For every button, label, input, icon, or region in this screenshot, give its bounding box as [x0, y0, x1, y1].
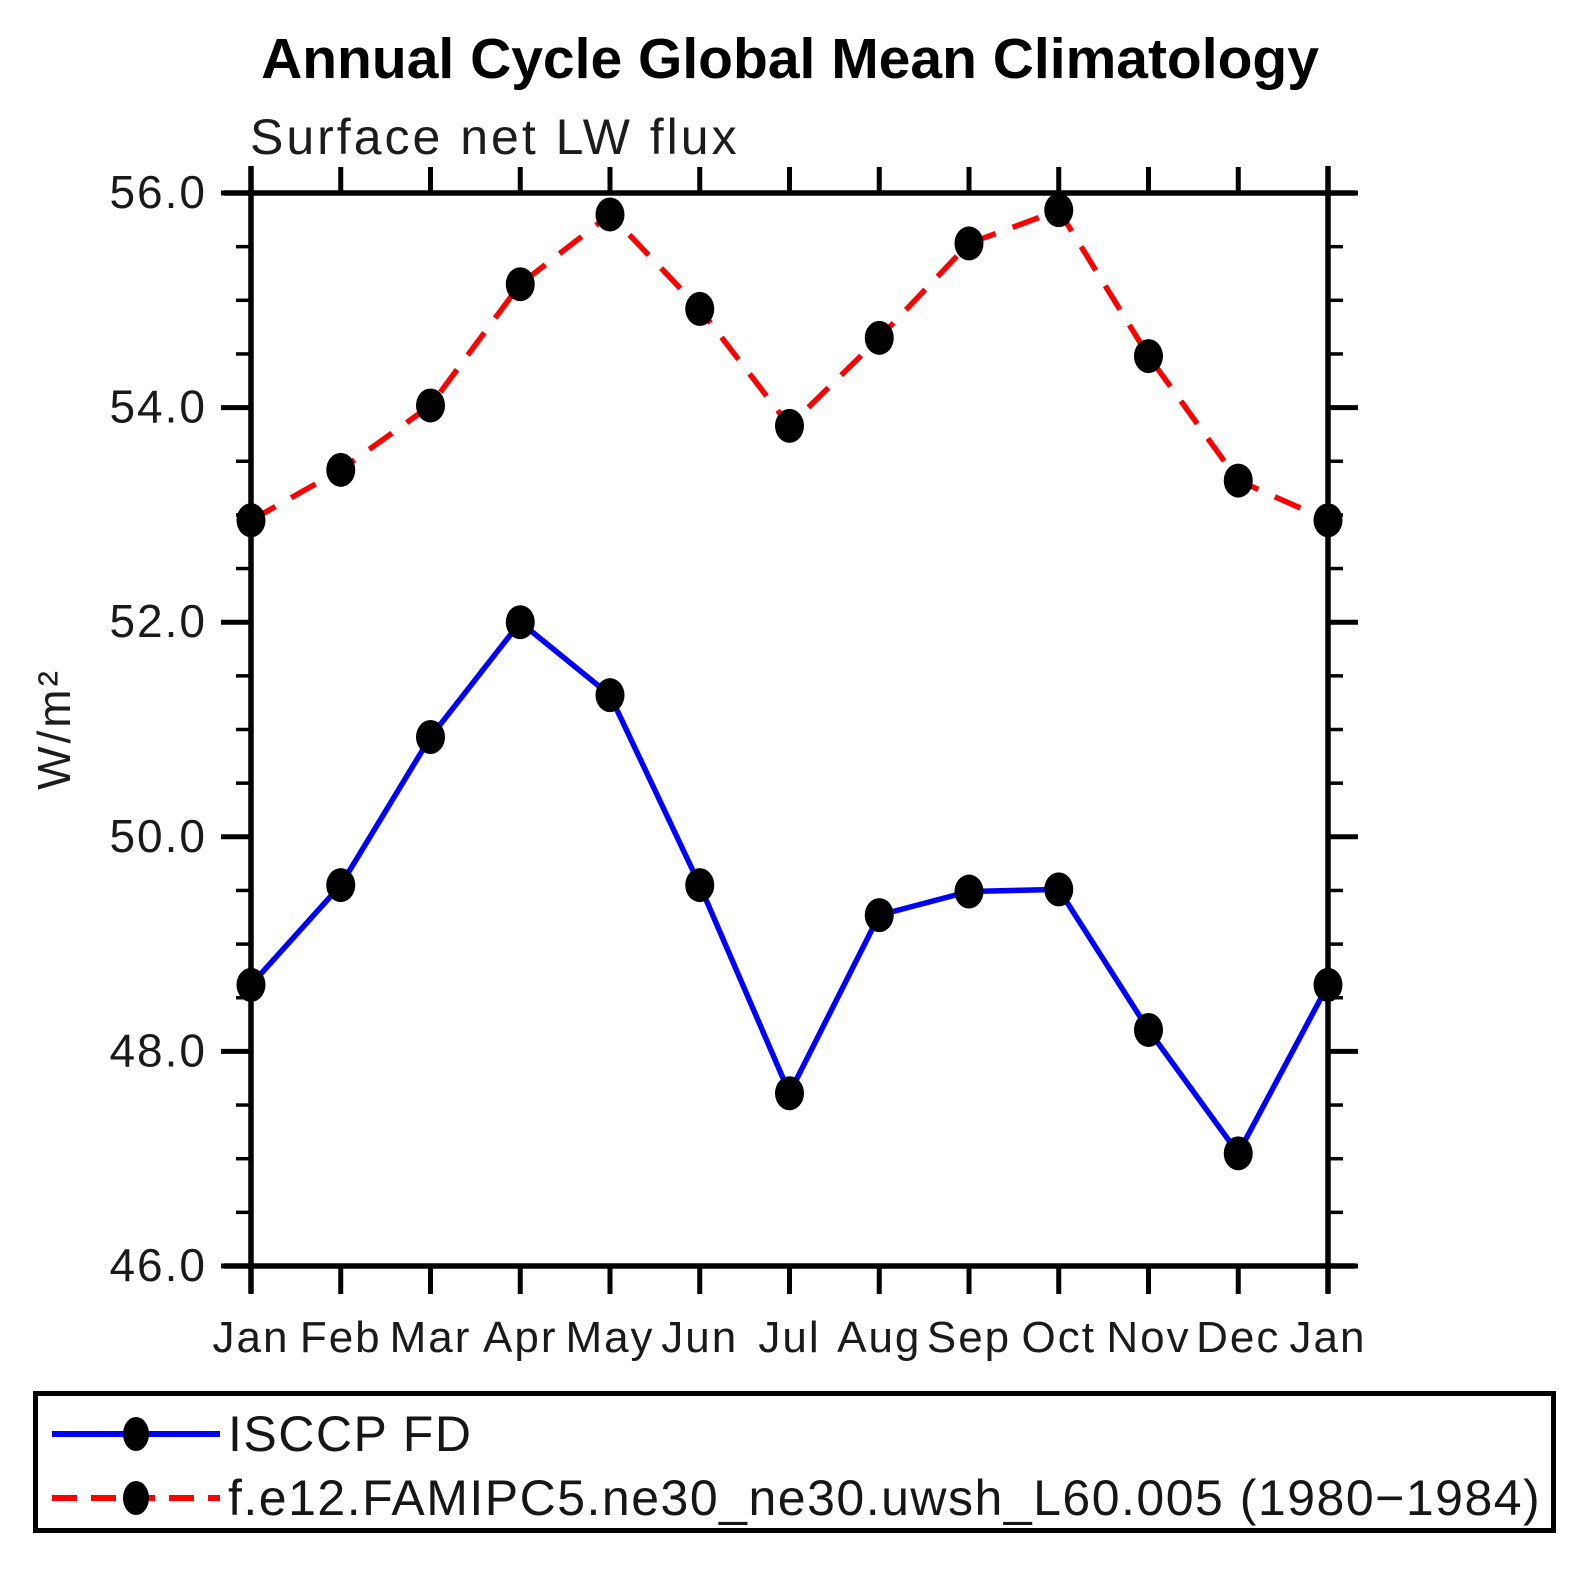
- data-point-marker: [685, 291, 715, 326]
- legend-swatch-solid-line: [52, 1417, 220, 1451]
- y-tick-label: 50.0: [109, 810, 207, 862]
- x-tick-label: Nov: [1106, 1313, 1190, 1362]
- legend-box: ISCCP FD f.e12.FAMIPC5.ne30_ne30.uwsh_L6…: [33, 1391, 1556, 1533]
- x-tick-label: Aug: [837, 1313, 921, 1362]
- y-tick-label: 48.0: [109, 1024, 207, 1076]
- y-tick-label: 52.0: [109, 595, 207, 647]
- x-tick-label: Jan: [213, 1313, 290, 1362]
- data-point-marker: [326, 868, 356, 903]
- data-point-marker: [775, 1076, 804, 1111]
- data-point-marker: [595, 197, 625, 232]
- chart-subtitle: Surface net LW flux: [250, 109, 740, 165]
- legend-swatch-dashed-line: [52, 1481, 220, 1515]
- data-point-marker: [505, 605, 535, 640]
- data-point-marker: [864, 898, 894, 933]
- chart-title: Annual Cycle Global Mean Climatology: [261, 27, 1319, 91]
- data-point-marker: [1313, 967, 1343, 1002]
- data-point-marker: [1223, 1136, 1253, 1171]
- data-point-marker: [416, 720, 445, 755]
- data-point-marker: [1044, 193, 1074, 228]
- legend-label-model: f.e12.FAMIPC5.ne30_ne30.uwsh_L60.005 (19…: [228, 1470, 1542, 1526]
- data-point-marker: [864, 320, 894, 355]
- legend-item-model: f.e12.FAMIPC5.ne30_ne30.uwsh_L60.005 (19…: [48, 1470, 1542, 1526]
- legend-label-obs: ISCCP FD: [228, 1406, 473, 1462]
- legend-item-obs: ISCCP FD: [48, 1406, 473, 1462]
- data-point-marker: [236, 503, 266, 538]
- data-point-marker: [326, 452, 356, 487]
- x-tick-label: May: [565, 1313, 654, 1362]
- x-tick-label: Mar: [390, 1313, 472, 1362]
- data-point-marker: [1313, 503, 1343, 538]
- x-tick-label: Oct: [1022, 1313, 1096, 1362]
- data-point-marker: [1044, 872, 1074, 907]
- data-point-marker: [595, 678, 625, 713]
- y-tick-label: 46.0: [109, 1239, 207, 1291]
- x-tick-label: Apr: [483, 1313, 557, 1362]
- data-point-marker: [1134, 1012, 1163, 1047]
- x-tick-label: Jan: [1290, 1313, 1367, 1362]
- x-tick-label: Jul: [758, 1313, 820, 1362]
- y-tick-label: 56.0: [109, 166, 207, 218]
- series-line-1: [249, 206, 1330, 523]
- data-point-marker: [416, 388, 445, 423]
- data-point-marker: [505, 267, 535, 302]
- legend-marker-icon: [123, 1481, 149, 1515]
- y-tick-label: 54.0: [109, 381, 207, 433]
- series-line-0: [248, 618, 1331, 1159]
- data-point-marker: [685, 868, 715, 903]
- data-point-marker: [775, 408, 804, 443]
- data-point-marker: [954, 874, 984, 909]
- data-point-marker: [236, 967, 266, 1002]
- x-tick-label: Sep: [927, 1313, 1011, 1362]
- x-tick-label: Dec: [1196, 1313, 1280, 1362]
- data-point-marker: [954, 226, 984, 261]
- x-tick-label: Jun: [661, 1313, 738, 1362]
- legend-marker-icon: [123, 1417, 149, 1451]
- data-point-marker: [1223, 463, 1253, 498]
- data-point-marker: [1134, 339, 1163, 374]
- x-tick-label: Feb: [300, 1313, 382, 1362]
